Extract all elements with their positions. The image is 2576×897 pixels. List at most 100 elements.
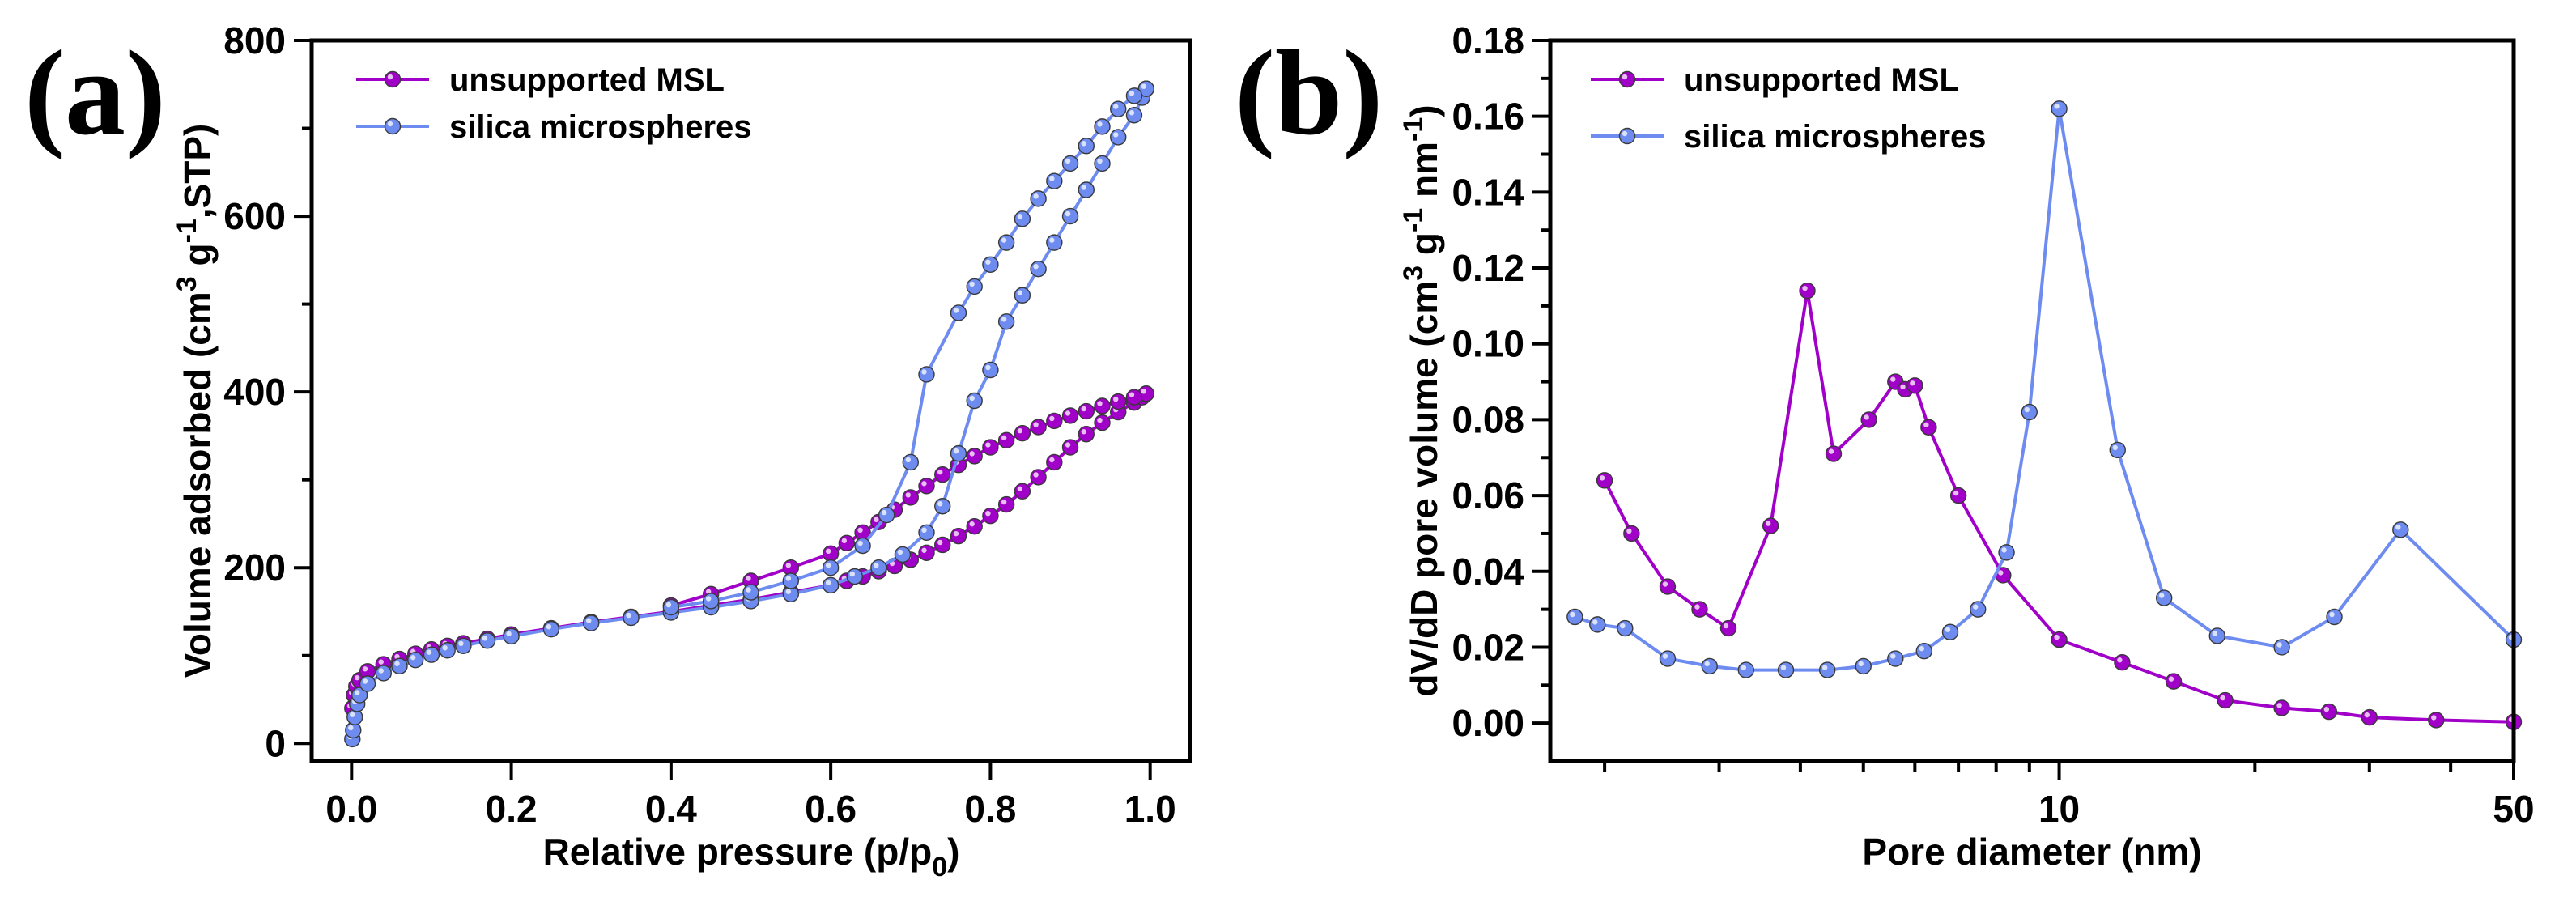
a-x-tick-label: 0.0 [325, 788, 377, 830]
a-series-silica-point-highlight [1097, 158, 1103, 164]
b-series-silica-point [2155, 589, 2173, 606]
a-series-msl-point-highlight [953, 530, 959, 537]
a-series-silica-point [782, 572, 800, 589]
a-series-msl-point [966, 448, 983, 465]
a-series-msl-point-highlight [969, 521, 975, 527]
b-series-silica-point-highlight [1972, 604, 1979, 610]
b-series-msl-point-highlight [1694, 604, 1700, 610]
b-series-silica-point [1566, 608, 1583, 626]
a-series-silica-point-highlight [881, 509, 887, 516]
a-series-msl-point [1094, 397, 1111, 414]
a-series-msl-point-highlight [1097, 401, 1103, 406]
b-series-msl-point [1596, 472, 1613, 489]
a-series-silica-point [702, 593, 720, 610]
b-y-tick-label: 0.12 [1452, 247, 1524, 289]
b-series-silica-point-highlight [1858, 661, 1864, 667]
a-series-msl-point-highlight [746, 576, 751, 581]
panel-a-y-ticks: 0 200 400 600 800 [223, 19, 312, 764]
a-series-silica-point [966, 278, 983, 295]
b-series-silica-point-highlight [2158, 593, 2165, 598]
a-series-silica-point-highlight [665, 602, 672, 608]
a-series-msl-point [1030, 419, 1047, 436]
b-series-silica-point [2326, 608, 2343, 626]
a-series-silica-point [1078, 181, 1095, 198]
a-series-silica-point [1061, 207, 1079, 225]
b-series-msl-point [2217, 691, 2234, 709]
b-series-msl-point [2273, 699, 2290, 716]
a-series-silica-point-highlight [905, 457, 911, 463]
a-series-silica-point-highlight [426, 649, 432, 655]
a-series-silica-point-highlight [985, 259, 991, 265]
a-series-silica-point [583, 614, 600, 631]
b-series-msl-point-highlight [1802, 285, 1808, 291]
a-series-silica-point [455, 637, 472, 655]
b-series-silica-point-highlight [1821, 665, 1828, 670]
a-series-msl-point [1046, 453, 1063, 471]
a-series-msl-point-highlight [1097, 417, 1103, 423]
b-series-silica-point [1589, 616, 1606, 633]
b-x-tick-label: 10 [2038, 788, 2080, 830]
a-series-silica-point-highlight [1081, 141, 1086, 147]
a-series-msl-point [1061, 407, 1079, 424]
a-series-silica-point-highlight [1033, 263, 1039, 270]
a-series-msl-point-highlight [1001, 499, 1007, 505]
a-series-msl-point [902, 489, 919, 506]
a-series-silica-point-highlight [953, 448, 959, 454]
a-series-msl-point [997, 495, 1015, 513]
a-series-silica-point-highlight [442, 645, 448, 651]
a-x-tick-label: 0.8 [964, 788, 1016, 830]
panel-a-frame [309, 38, 1192, 763]
a-series-silica-point [1014, 210, 1031, 227]
b-series-silica-point-highlight [2001, 547, 2007, 553]
a-y-tick-label: 0 [265, 722, 286, 764]
a-series-msl-point-highlight [1033, 422, 1039, 427]
b-series-msl-point-highlight [1900, 384, 1906, 390]
panel-b-label: (b) [1235, 26, 1383, 160]
a-series-silica-point-highlight [362, 678, 368, 684]
a-series-msl-point [1110, 393, 1127, 410]
b-series-msl-point [1906, 377, 1923, 394]
a-series-silica-point [439, 642, 456, 659]
a-series-silica-point [407, 651, 424, 669]
a-series-silica-point-highlight [921, 527, 927, 534]
a-series-silica-point-highlight [1001, 317, 1007, 322]
legend-point-highlight [387, 121, 393, 127]
a-x-tick-label: 0.6 [805, 788, 857, 830]
b-series-msl-point [1825, 445, 1843, 462]
a-series-msl-point-highlight [1129, 392, 1135, 397]
b-series-silica-point-highlight [1890, 653, 1896, 659]
b-y-tick-label: 0.08 [1452, 398, 1524, 440]
b-series-msl-point [1860, 411, 1877, 428]
b-x-tick-label: 50 [2493, 788, 2534, 830]
a-series-silica-point [918, 366, 935, 383]
b-series-silica-point-highlight [2329, 611, 2335, 618]
a-series-silica-point [1094, 118, 1111, 135]
a-series-msl-point [982, 439, 999, 456]
a-series-msl-point-highlight [985, 510, 991, 517]
legend-point-highlight [387, 74, 393, 80]
a-series-silica-point-highlight [1033, 193, 1039, 199]
b-series-silica-point [2051, 100, 2068, 117]
b-series-msl-point-highlight [1953, 490, 1959, 496]
b-y-tick-label: 0.18 [1452, 19, 1524, 62]
a-series-silica-point [662, 598, 680, 616]
b-series-msl-point [1762, 517, 1779, 534]
b-series-silica-point-highlight [2276, 642, 2282, 648]
b-series-silica-point [1887, 650, 1904, 667]
a-series-silica-point [1030, 260, 1047, 278]
a-series-silica-point [542, 620, 560, 638]
panel-b-x-axis-title: Pore diameter (nm) [1862, 831, 2201, 873]
panel-a-x-ticks: 0.0 0.2 0.4 0.6 0.8 1.0 [325, 761, 1176, 830]
a-series-silica-point [375, 665, 392, 682]
a-series-silica-point-highlight [1113, 132, 1119, 138]
a-series-silica-point [1125, 87, 1143, 104]
a-series-silica-point [854, 537, 871, 555]
a-series-msl-point [1014, 483, 1031, 500]
panel-b-series [1566, 100, 2523, 730]
b-series-msl-point [2165, 673, 2183, 690]
a-series-silica-point [997, 234, 1015, 251]
a-series-silica-point [878, 506, 895, 524]
b-series-msl-point [1799, 282, 1816, 300]
